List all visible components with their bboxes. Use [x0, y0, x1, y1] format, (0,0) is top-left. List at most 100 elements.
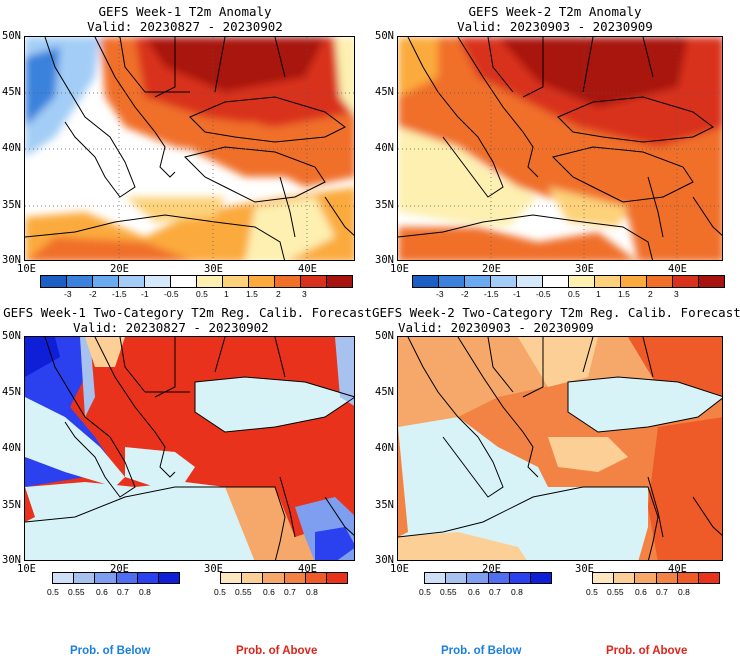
panel3-map [24, 336, 355, 561]
colorbar-swatch [116, 573, 138, 583]
lat-label: 35N [375, 199, 394, 211]
colorbar-swatch [53, 573, 75, 583]
colorbar-swatch [263, 573, 285, 583]
colorbar-swatch [223, 276, 249, 287]
colorbar-swatch [491, 276, 517, 287]
colorbar-swatch [305, 573, 327, 583]
lon-label: 30E [575, 563, 594, 575]
lon-label: 20E [110, 563, 129, 575]
colorbar-swatch [698, 573, 720, 583]
lon-label: 20E [482, 263, 501, 275]
colorbar-swatch [74, 573, 96, 583]
colorbar-label: 0.7 [656, 587, 668, 597]
colorbar-label: 0.6 [263, 587, 275, 597]
colorbar-label: -1.5 [112, 289, 127, 299]
colorbar-label: 0.8 [678, 587, 690, 597]
colorbar-swatch [465, 276, 491, 287]
colorbar-label: 0.5 [214, 587, 226, 597]
colorbar-swatch [284, 573, 306, 583]
colorbar-label: 0.6 [96, 587, 108, 597]
colorbar-swatch [301, 276, 327, 287]
colorbar-label: 0.7 [117, 587, 129, 597]
colorbar-swatch [145, 276, 171, 287]
colorbar-label: 2 [276, 289, 281, 299]
colorbar-label: 3 [674, 289, 679, 299]
colorbar-swatch [137, 573, 159, 583]
lat-label: 45N [2, 386, 21, 398]
prob-above-colorbar [592, 572, 720, 584]
colorbar-label: 1 [596, 289, 601, 299]
panel2-title-text: GEFS Week-2 T2m Anomaly [468, 4, 642, 19]
colorbar-swatch [656, 573, 678, 583]
lat-label: 30N [2, 254, 21, 266]
colorbar-swatch [326, 573, 348, 583]
lon-label: 40E [298, 563, 317, 575]
lat-label: 35N [375, 499, 394, 511]
panel1-map [24, 36, 355, 261]
colorbar-label: 1.5 [246, 289, 258, 299]
lon-label: 40E [668, 263, 687, 275]
colorbar-label: 0.7 [284, 587, 296, 597]
colorbar-label: 0.6 [468, 587, 480, 597]
anomaly-colorbar [412, 275, 725, 288]
colorbar-label: -1.5 [484, 289, 499, 299]
colorbar-label: 0.7 [489, 587, 501, 597]
panel3-valid: Valid: 20230827 - 20230902 [73, 320, 269, 335]
colorbar-label: 0.55 [235, 587, 252, 597]
colorbar-label: 2 [648, 289, 653, 299]
colorbar-swatch [197, 276, 223, 287]
anomaly-colorbar [40, 275, 353, 288]
lat-label: 30N [375, 254, 394, 266]
colorbar-swatch [171, 276, 197, 287]
colorbar-label: -0.5 [164, 289, 179, 299]
colorbar-label: 0.8 [511, 587, 523, 597]
lat-label: 40N [2, 142, 21, 154]
colorbar-label: 0.5 [586, 587, 598, 597]
colorbar-swatch [699, 276, 724, 287]
colorbar-label: -1 [141, 289, 149, 299]
lat-label: 50N [375, 330, 394, 342]
colorbar-label: 0.5 [419, 587, 431, 597]
panel3-title: GEFS Week-1 Two-Category T2m Reg. Calib.… [0, 305, 375, 335]
colorbar-swatch [488, 573, 510, 583]
prob-below-colorbar [424, 572, 552, 584]
lat-label: 45N [2, 86, 21, 98]
panel2-valid: Valid: 20230903 - 20230909 [457, 19, 653, 34]
panel4-title-text: GEFS Week-2 Two-Category T2m Reg. Calib.… [372, 305, 740, 320]
colorbar-label: 0.8 [306, 587, 318, 597]
lon-label: 20E [110, 263, 129, 275]
lat-label: 40N [375, 142, 394, 154]
colorbar-swatch [595, 276, 621, 287]
panel3-title-text: GEFS Week-1 Two-Category T2m Reg. Calib.… [3, 305, 372, 320]
colorbar-swatch [614, 573, 636, 583]
colorbar-swatch [242, 573, 264, 583]
colorbar-swatch [221, 573, 243, 583]
colorbar-label: -3 [436, 289, 444, 299]
colorbar-label: 0.8 [139, 587, 151, 597]
panel2-map [397, 36, 723, 261]
lon-label: 10E [17, 263, 36, 275]
colorbar-swatch [158, 573, 180, 583]
colorbar-swatch [467, 573, 489, 583]
lat-label: 50N [375, 30, 394, 42]
colorbar-swatch [635, 573, 657, 583]
colorbar-swatch [569, 276, 595, 287]
colorbar-label: -3 [64, 289, 72, 299]
colorbar-swatch [425, 573, 447, 583]
colorbar-swatch [95, 573, 117, 583]
lat-label: 45N [375, 86, 394, 98]
lon-label: 30E [204, 263, 223, 275]
colorbar-swatch [119, 276, 145, 287]
lat-label: 45N [375, 386, 394, 398]
colorbar-swatch [677, 573, 699, 583]
lat-label: 35N [2, 199, 21, 211]
colorbar-label: -0.5 [536, 289, 551, 299]
lat-label: 40N [2, 442, 21, 454]
prob-above-caption: Prob. of Above [236, 645, 318, 657]
colorbar-label: 1 [224, 289, 229, 299]
lon-label: 40E [298, 263, 317, 275]
colorbar-swatch [446, 573, 468, 583]
colorbar-swatch [673, 276, 699, 287]
lat-label: 30N [2, 554, 21, 566]
prob-below-caption: Prob. of Below [441, 645, 522, 657]
